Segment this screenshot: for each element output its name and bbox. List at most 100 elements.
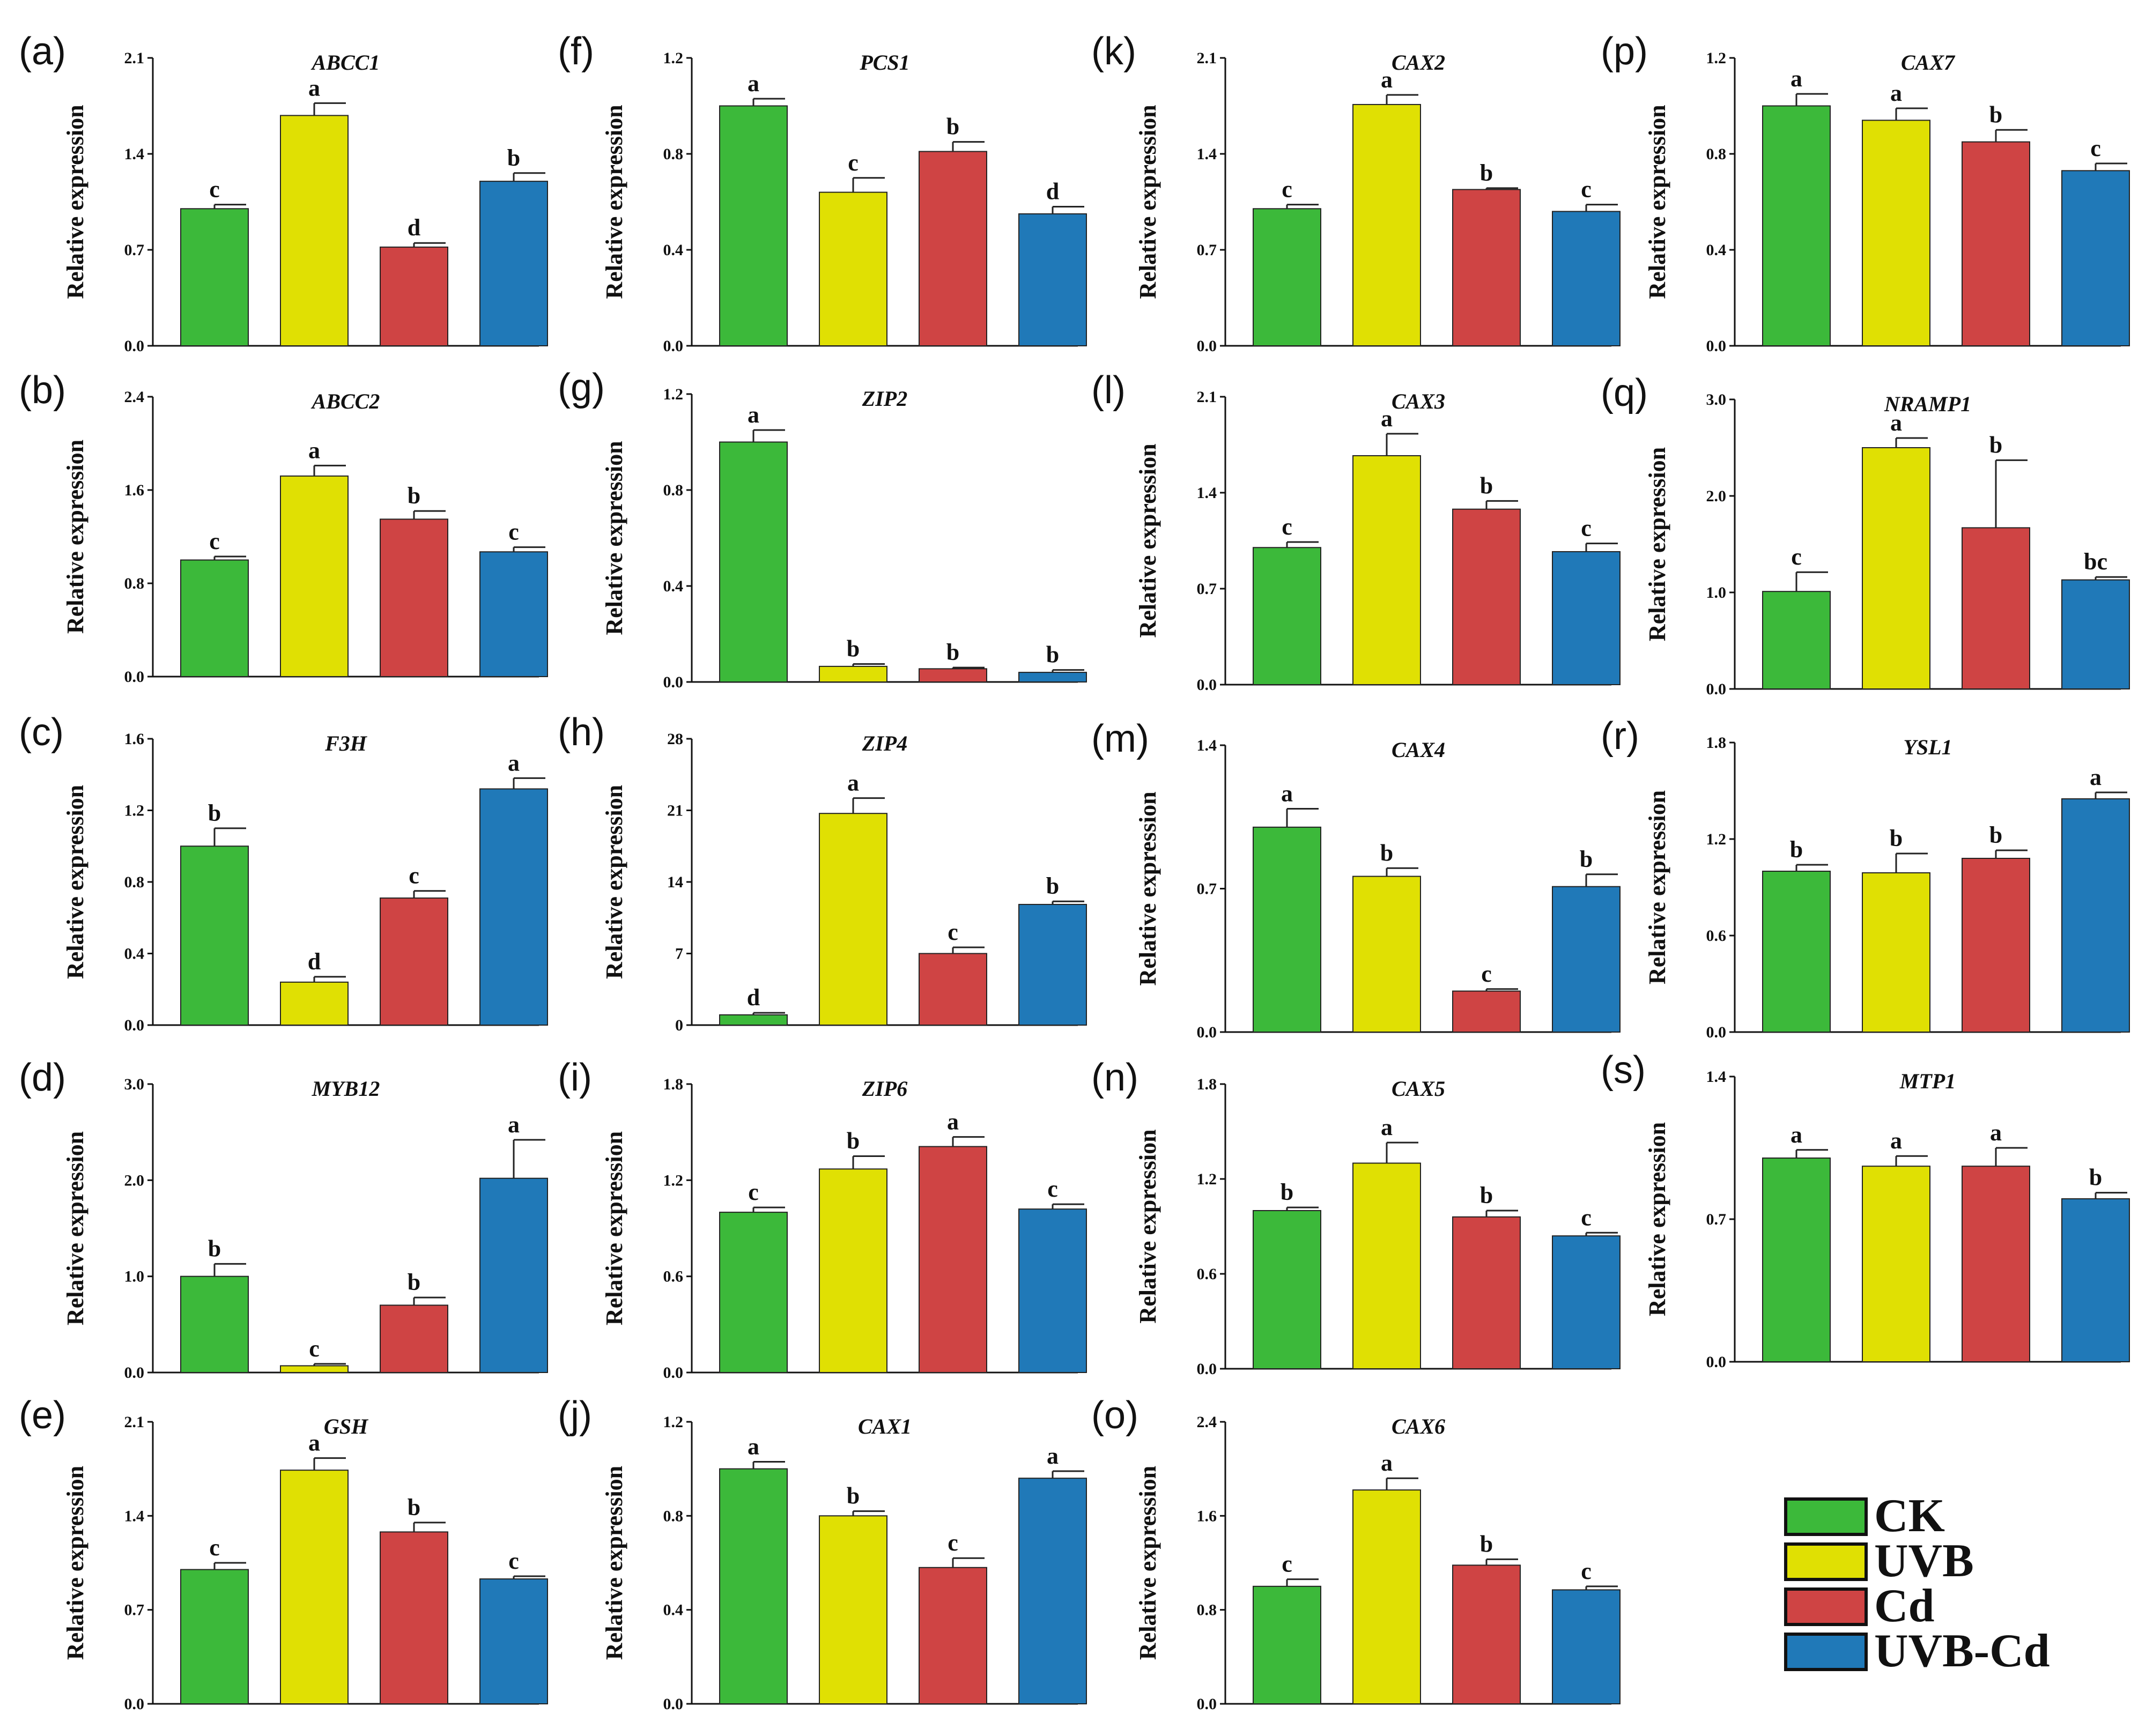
- y-tick-label: 1.8: [1197, 1075, 1217, 1093]
- significance-letter: bc: [2084, 548, 2107, 575]
- bar-uvb-cd: [1018, 213, 1087, 346]
- gene-title: F3H: [324, 731, 368, 755]
- y-tick-label: 0.0: [1706, 1353, 1727, 1371]
- significance-letter: a: [308, 75, 320, 101]
- y-axis-label: Relative expression: [62, 1466, 88, 1660]
- significance-letter: b: [1989, 101, 2002, 128]
- panel-label: (o): [1091, 1394, 1138, 1437]
- y-tick-label: 2.4: [1197, 1413, 1217, 1431]
- significance-letter: b: [1480, 1182, 1493, 1208]
- gene-title: MYB12: [312, 1077, 380, 1101]
- bar-cd: [1962, 527, 2030, 690]
- significance-letter: b: [1281, 1179, 1293, 1205]
- y-tick-label: 0.0: [124, 668, 145, 686]
- y-tick-label: 0.4: [1706, 241, 1727, 259]
- bar-ck: [1762, 871, 1831, 1033]
- bar-uvb-cd: [1552, 886, 1621, 1033]
- y-tick-label: 1.4: [1197, 145, 1217, 163]
- y-tick-label: 0.0: [124, 1695, 145, 1713]
- significance-letter: a: [1791, 65, 1802, 92]
- bar-uvb: [280, 475, 349, 678]
- panel-label: (j): [558, 1394, 592, 1437]
- y-tick-label: 3.0: [1706, 391, 1727, 409]
- panel-label: (g): [558, 366, 605, 409]
- gene-title: ZIP2: [862, 387, 907, 411]
- bar-uvb-cd: [479, 181, 548, 346]
- significance-letter: c: [209, 528, 220, 554]
- bar-uvb-cd: [1552, 211, 1621, 346]
- y-tick-label: 1.2: [124, 802, 145, 820]
- significance-letter: c: [2090, 135, 2101, 161]
- panel-a: (a) ABCC1 Relative expression 0.0 0.7 1.4 2.1 c…: [19, 30, 548, 355]
- significance-letter: a: [1381, 1114, 1393, 1140]
- bar-cd: [919, 953, 987, 1026]
- significance-letter: c: [848, 150, 859, 176]
- bar-ck: [1253, 208, 1321, 346]
- y-axis-label: Relative expression: [601, 105, 627, 299]
- y-tick-label: 0.7: [124, 1601, 145, 1619]
- y-tick-label: 1.4: [1197, 484, 1217, 502]
- panel-o: (o) CAX6 Relative expression 0.0 0.8 1.6 2.4 c a…: [1091, 1394, 1621, 1713]
- bar-cd: [1962, 1166, 2030, 1362]
- panel-i: (i) ZIP6 Relative expression 0.0 0.6 1.2 1.8 c b…: [558, 1056, 1087, 1382]
- panel-label: (e): [19, 1394, 66, 1437]
- bar-cd: [919, 668, 987, 682]
- bar-ck: [1253, 826, 1321, 1033]
- bar-ck: [719, 441, 788, 682]
- bar-ck: [719, 1212, 788, 1373]
- bar-uvb: [819, 813, 887, 1026]
- bar-uvb: [280, 981, 349, 1026]
- y-tick-label: 0.6: [663, 1268, 684, 1286]
- bar-uvb-cd: [479, 1578, 548, 1704]
- y-tick-label: 14: [667, 873, 683, 891]
- significance-letter: b: [408, 1494, 420, 1520]
- panel-q: (q) NRAMP1 Relative expression 0.0 1.0 2.0 3.0…: [1601, 372, 2130, 698]
- bar-cd: [380, 1304, 448, 1373]
- bar-ck: [1762, 105, 1831, 346]
- y-axis-label: Relative expression: [601, 1466, 627, 1660]
- bar-uvb: [1352, 1162, 1421, 1369]
- bar-cd: [380, 1531, 448, 1704]
- gene-title: MTP1: [1899, 1069, 1956, 1093]
- significance-letter: a: [1990, 1119, 2002, 1146]
- panel-e: (e) GSH Relative expression 0.0 0.7 1.4 2.1 c a b…: [19, 1394, 548, 1713]
- bar-ck: [180, 1569, 249, 1705]
- y-tick-label: 1.6: [124, 481, 145, 499]
- y-tick-label: 2.0: [124, 1171, 145, 1189]
- significance-letter: b: [1480, 160, 1493, 186]
- y-tick-label: 1.4: [1197, 737, 1217, 754]
- y-tick-label: 1.4: [1706, 1068, 1727, 1086]
- y-tick-label: 1.8: [663, 1075, 684, 1093]
- y-tick-label: 2.1: [124, 1413, 145, 1431]
- significance-letter: c: [1481, 961, 1492, 987]
- panel-label: (d): [19, 1056, 66, 1099]
- y-tick-label: 0.7: [1197, 241, 1217, 259]
- bar-cd: [919, 1567, 987, 1704]
- legend-swatch-ck: [1784, 1497, 1868, 1536]
- significance-letter: a: [748, 70, 759, 97]
- y-axis-label: Relative expression: [1644, 790, 1670, 984]
- significance-letter: b: [1890, 825, 1903, 851]
- y-tick-label: 0: [675, 1017, 683, 1034]
- bar-uvb: [819, 1168, 887, 1374]
- panel-m: (m) CAX4 Relative expression 0.0 0.7 1.4 a b c b: [1091, 717, 1621, 1041]
- significance-letter: c: [1581, 1558, 1592, 1584]
- gene-title: ZIP6: [862, 1077, 907, 1101]
- bar-uvb: [819, 1515, 887, 1704]
- panel-label: (k): [1091, 30, 1136, 73]
- bar-ck: [1253, 547, 1321, 685]
- significance-letter: a: [1890, 410, 1902, 436]
- bar-cd: [919, 1146, 987, 1373]
- bar-uvb: [819, 665, 887, 682]
- panel-label: (s): [1601, 1049, 1646, 1092]
- bar-uvb-cd: [479, 551, 548, 678]
- bar-cd: [380, 897, 448, 1026]
- bar-ck: [180, 208, 249, 346]
- y-tick-label: 2.4: [124, 388, 145, 406]
- y-tick-label: 3.0: [124, 1075, 145, 1093]
- y-tick-label: 2.1: [1197, 388, 1217, 406]
- y-tick-label: 1.8: [1706, 734, 1727, 752]
- y-tick-label: 0.0: [663, 337, 684, 355]
- significance-letter: c: [1282, 514, 1292, 540]
- significance-letter: a: [1890, 1127, 1902, 1154]
